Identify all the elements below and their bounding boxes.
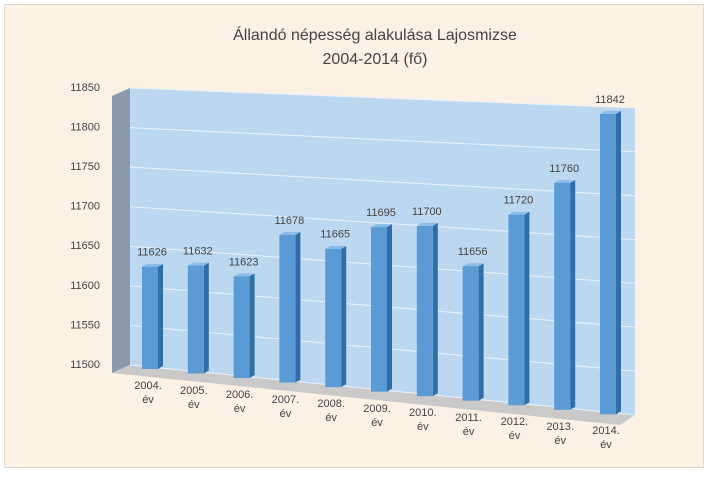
bar-side <box>158 263 163 369</box>
y-tick-label: 11600 <box>70 280 100 292</box>
bar-top <box>508 211 530 215</box>
x-tick-label: 2004. év <box>134 379 162 406</box>
side-wall <box>112 88 130 373</box>
bar-side <box>616 110 621 415</box>
bar-side <box>432 222 438 397</box>
x-tick-label: 2009. év <box>363 402 391 429</box>
bar <box>325 248 342 388</box>
value-label: 11842 <box>595 94 625 106</box>
x-tick-label: 2011. év <box>455 411 482 438</box>
chart-title: Állandó népesség alakulása Lajosmizse <box>233 25 517 44</box>
bar <box>416 225 433 397</box>
y-tick-label: 11800 <box>70 121 100 133</box>
bar <box>279 234 296 383</box>
bar <box>142 266 158 369</box>
grid-line <box>129 166 636 197</box>
bar-top <box>233 273 255 277</box>
value-label: 11665 <box>320 229 350 241</box>
value-label: 11626 <box>137 247 167 259</box>
bar-side <box>203 262 209 374</box>
value-label: 11632 <box>183 245 213 257</box>
x-tick-label: 2008. év <box>317 398 345 425</box>
value-label: 11695 <box>366 207 396 219</box>
bar-side <box>570 179 576 410</box>
bar <box>462 266 479 401</box>
bar <box>600 113 616 415</box>
chart-subtitle: 2004-2014 (fő) <box>323 51 428 68</box>
bar-top <box>554 179 576 183</box>
x-tick-label: 2005. év <box>180 384 208 411</box>
bar <box>187 265 204 374</box>
bar-top <box>600 110 621 114</box>
y-tick-label: 11850 <box>70 82 100 94</box>
bar-side <box>387 224 392 392</box>
grid-line <box>129 127 636 153</box>
bar-top <box>279 231 301 235</box>
value-label: 11678 <box>275 215 305 227</box>
y-tick-label: 11550 <box>70 319 100 331</box>
bar-top <box>325 245 347 249</box>
x-tick-label: 2013. év <box>546 420 574 447</box>
grid-line <box>129 206 636 241</box>
bar <box>233 276 250 379</box>
value-label: 11623 <box>229 256 259 268</box>
bar-top <box>142 263 163 267</box>
y-tick-label: 11750 <box>70 161 100 173</box>
bar-side <box>524 211 530 406</box>
floor <box>112 365 635 425</box>
y-tick-label: 11500 <box>70 359 100 371</box>
bar <box>371 227 387 392</box>
value-label: 11656 <box>458 246 488 258</box>
bar-top <box>416 222 438 226</box>
bar-top <box>462 263 484 267</box>
x-tick-label: 2007. év <box>271 393 300 420</box>
x-tick-label: 2006. év <box>225 389 254 416</box>
value-label: 11720 <box>504 195 534 207</box>
y-tick-label: 11700 <box>70 201 100 213</box>
value-label: 11760 <box>549 163 579 175</box>
y-tick-label: 11650 <box>70 240 100 252</box>
grid-line <box>129 87 636 109</box>
bar <box>554 182 571 410</box>
x-tick-label: 2014. év <box>592 425 620 452</box>
value-label: 11700 <box>412 206 442 218</box>
bar <box>508 214 525 406</box>
bar-top <box>187 262 209 266</box>
bar-side <box>478 263 484 401</box>
bar-side <box>295 231 301 383</box>
bar-side <box>341 245 347 388</box>
bar-top <box>371 224 392 228</box>
bar-side <box>249 273 255 379</box>
x-tick-label: 2010. év <box>409 407 437 434</box>
x-tick-label: 2012. év <box>500 416 529 443</box>
